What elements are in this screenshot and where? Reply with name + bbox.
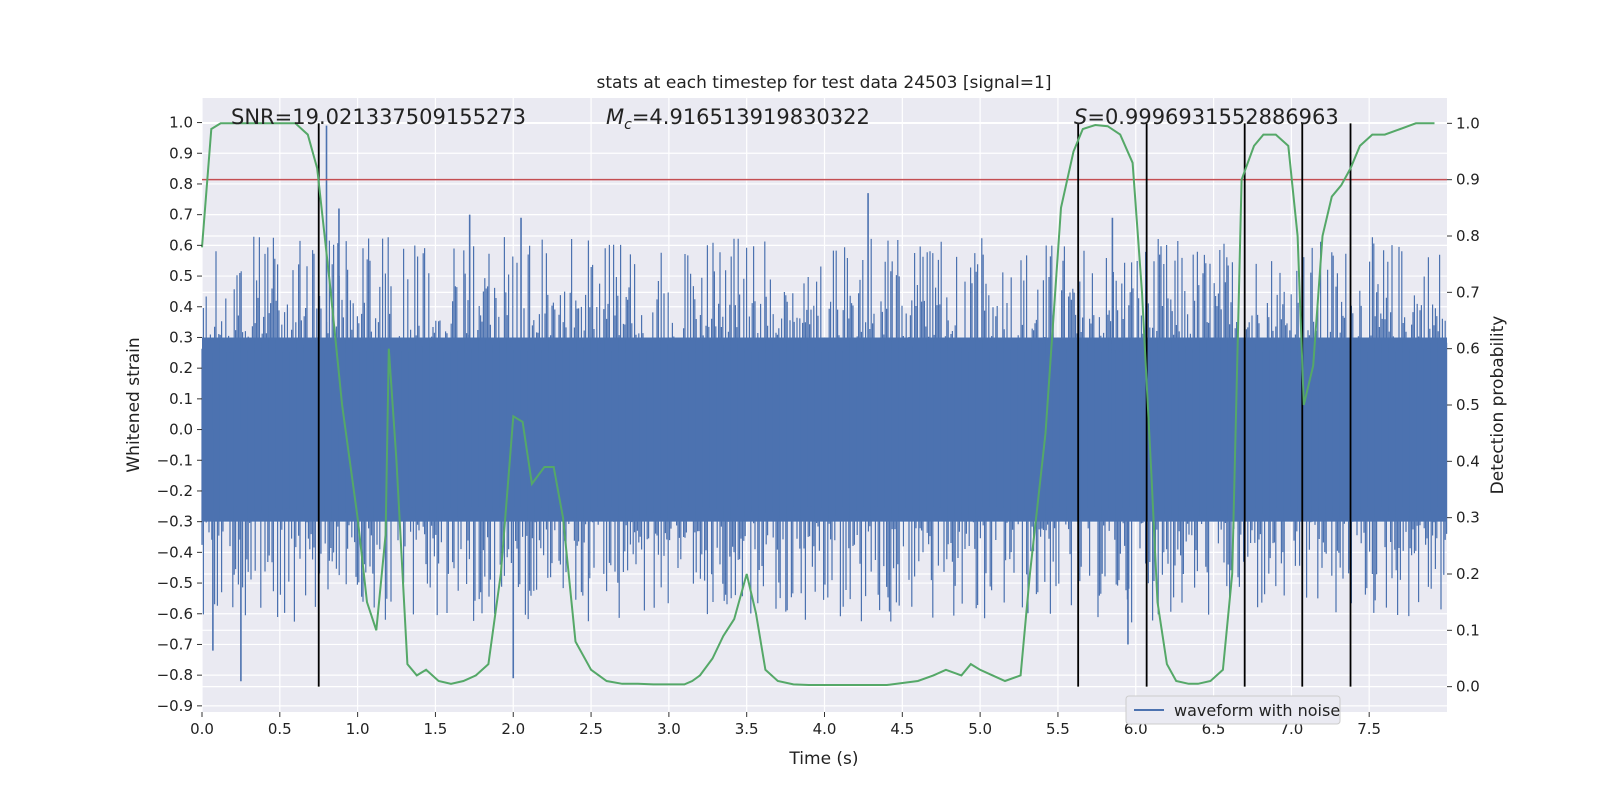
y-axis-label-left: Whitened strain	[124, 337, 144, 472]
y-tick-label-left: −0.4	[157, 543, 193, 561]
chirp-mass-subscript: c	[624, 117, 632, 133]
y-tick-label-left: 0.4	[169, 298, 193, 316]
y-tick-label-right: 0.5	[1456, 396, 1480, 414]
event-lines	[202, 123, 1447, 687]
x-tick-label: 5.0	[968, 720, 992, 738]
x-tick-label: 3.0	[657, 720, 681, 738]
x-tick-label: 4.0	[813, 720, 837, 738]
x-tick-label: 7.5	[1357, 720, 1381, 738]
y-tick-label-left: 0.8	[169, 175, 193, 193]
y-tick-label-left: 0.6	[169, 236, 193, 254]
y-tick-label-right: 0.1	[1456, 621, 1480, 639]
y-tick-label-right: 0.2	[1456, 565, 1480, 583]
x-tick-label: 5.5	[1046, 720, 1070, 738]
y-tick-label-right: 0.6	[1456, 340, 1480, 358]
y-tick-label-left: −0.8	[157, 666, 193, 684]
legend-label: waveform with noise	[1174, 701, 1340, 720]
y-tick-label-left: 0.7	[169, 206, 193, 224]
x-tick-label: 2.5	[579, 720, 603, 738]
probability-line	[201, 122, 1435, 686]
chirp-mass-annotation: Mc=4.916513919830322	[606, 105, 870, 133]
y-tick-label-right: 0.4	[1456, 452, 1480, 470]
snr-annotation: SNR=19.021337509155273	[231, 105, 526, 129]
score-annotation: S=0.9996931552886963	[1074, 105, 1339, 129]
y-tick-label-right: 1.0	[1456, 114, 1480, 132]
y-tick-label-left: −0.5	[157, 574, 193, 592]
y-tick-label-right: 0.3	[1456, 509, 1480, 527]
y-tick-label-right: 0.9	[1456, 171, 1480, 189]
y-tick-label-right: 0.8	[1456, 227, 1480, 245]
chirp-mass-symbol: M	[606, 105, 624, 129]
y-tick-label-left: −0.9	[157, 697, 193, 715]
x-tick-label: 1.5	[424, 720, 448, 738]
chirp-mass-value: =4.916513919830322	[632, 105, 870, 129]
y-tick-label-left: 0.5	[169, 267, 193, 285]
waveform-series	[201, 125, 1448, 682]
y-tick-label-right: 0.0	[1456, 678, 1480, 696]
x-tick-label: 1.0	[346, 720, 370, 738]
x-tick-label: 0.5	[268, 720, 292, 738]
y-tick-label-right: 0.7	[1456, 283, 1480, 301]
x-axis-label: Time (s)	[788, 749, 858, 769]
axes: 0.0 0.5 1.0 1.5 2.0 2.5 3.0 3.5 4.0 4.5 5.0 5.5 6.0 6…	[157, 114, 1480, 738]
legend-box	[1125, 695, 1341, 725]
chart-title: stats at each timestep for test data 245…	[597, 73, 1052, 93]
y-axis-label-right: Detection probability	[1488, 316, 1508, 495]
legend: waveform with noise	[1125, 695, 1341, 725]
score-value: =0.9996931552886963	[1087, 105, 1338, 129]
y-tick-label-left: 0.3	[169, 328, 193, 346]
x-tick-label: 0.0	[190, 720, 214, 738]
y-tick-label-left: 0.1	[169, 390, 193, 408]
y-tick-label-left: 0.9	[169, 144, 193, 162]
score-symbol: S	[1074, 105, 1087, 129]
y-tick-label-left: −0.2	[157, 482, 193, 500]
x-tick-label: 2.0	[501, 720, 525, 738]
y-tick-label-left: −0.1	[157, 451, 193, 469]
y-tick-label-left: −0.7	[157, 635, 193, 653]
y-tick-label-left: −0.6	[157, 605, 193, 623]
y-tick-label-left: 1.0	[169, 114, 193, 132]
y-tick-label-left: 0.0	[169, 421, 193, 439]
y-tick-label-left: −0.3	[157, 513, 193, 531]
y-tick-label-left: 0.2	[169, 359, 193, 377]
probability-series	[201, 122, 1435, 686]
x-tick-label: 4.5	[890, 720, 914, 738]
x-tick-label: 3.5	[735, 720, 759, 738]
